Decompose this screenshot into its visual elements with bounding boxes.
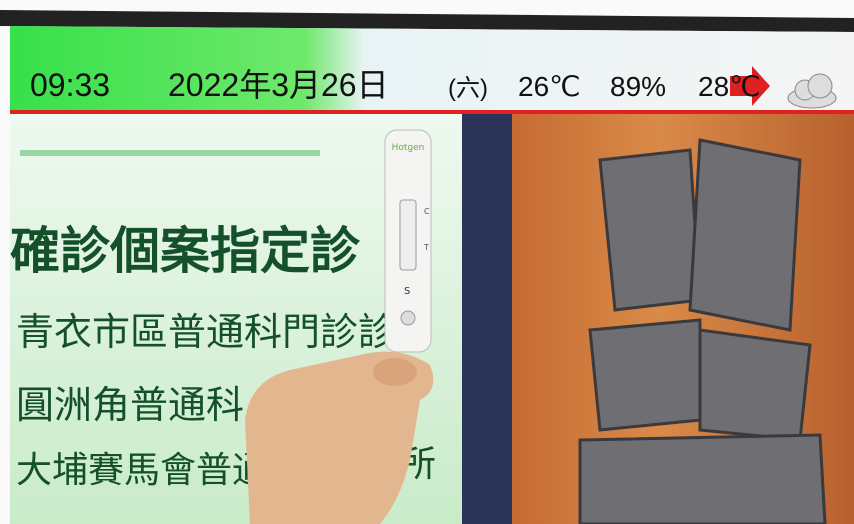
marking: C — [424, 207, 430, 216]
photo: 09:33 2022年3月26日 (六) 26℃ 89% 28℃ 確診個案指定診… — [0, 0, 854, 524]
humidity: 89% — [610, 71, 666, 102]
brand: Hotgen — [392, 143, 425, 153]
thumb — [373, 358, 417, 386]
panel-edge — [462, 114, 512, 524]
sample-well — [401, 311, 415, 325]
ticker-line — [10, 110, 854, 114]
page: 09:33 2022年3月26日 (六) 26℃ 89% 28℃ 確診個案指定診… — [0, 0, 854, 524]
marking: T — [423, 243, 429, 252]
clinic-line: 青衣市區普通科門診診 — [16, 310, 396, 354]
temperature: 26℃ — [518, 71, 581, 102]
clinic-line: 圓洲角普通科 — [16, 383, 244, 427]
date: 2022年3月26日 — [168, 67, 389, 103]
stripe — [20, 150, 320, 156]
forecast-temperature: 28℃ — [698, 71, 761, 102]
weekday: (六) — [448, 75, 488, 102]
heading: 確診個案指定診 — [10, 222, 361, 280]
marking: S — [404, 286, 410, 297]
time: 09:33 — [30, 67, 110, 103]
result-window — [400, 200, 416, 270]
clinic-line: 大埔賽馬會普通 — [16, 450, 268, 491]
